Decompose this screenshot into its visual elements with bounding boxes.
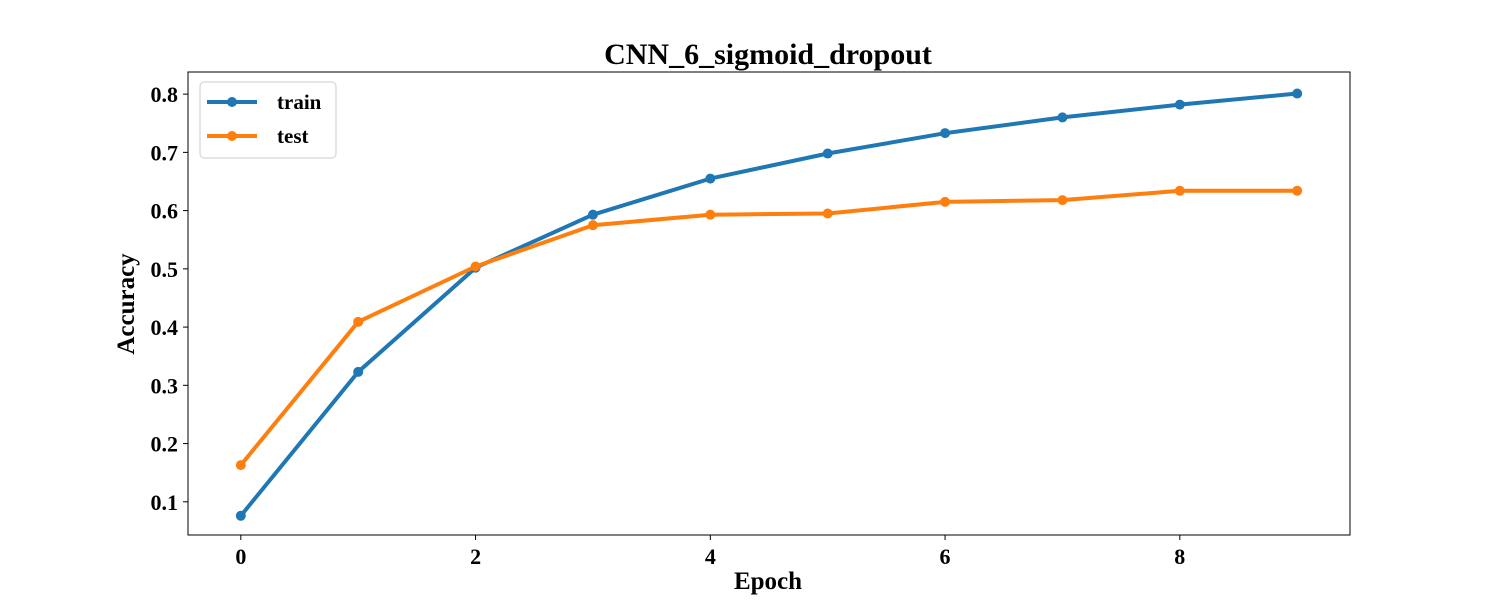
data-point-train — [822, 148, 833, 159]
plot-frame — [187, 71, 1351, 536]
legend-label-test: test — [277, 124, 308, 148]
data-point-test — [1057, 195, 1068, 206]
x-tick-label: 6 — [940, 544, 951, 569]
y-tick-label: 0.1 — [151, 490, 179, 515]
data-point-test — [822, 208, 833, 219]
y-tick-label: 0.5 — [151, 257, 179, 282]
data-point-train — [1057, 112, 1068, 123]
y-tick-label: 0.2 — [151, 432, 179, 457]
data-point-train — [1292, 88, 1303, 99]
x-tick-label: 2 — [470, 544, 481, 569]
y-tick-label: 0.3 — [151, 373, 179, 398]
data-point-test — [940, 196, 951, 207]
x-tick-label: 4 — [705, 544, 716, 569]
data-point-test — [470, 261, 481, 272]
chart-title: CNN_6_sigmoid_dropout — [604, 38, 932, 71]
y-tick-label: 0.6 — [151, 199, 179, 224]
legend-label-train: train — [277, 90, 322, 114]
y-tick-label: 0.8 — [151, 82, 179, 107]
legend: train test — [199, 81, 337, 159]
data-point-train — [353, 366, 364, 377]
series-line-train — [239, 91, 1298, 518]
y-tick-label: 0.4 — [151, 315, 179, 340]
data-point-test — [587, 220, 598, 231]
data-point-test — [705, 209, 716, 220]
series-line-test — [239, 188, 1298, 467]
data-point-train — [1174, 99, 1185, 110]
data-point-test — [353, 316, 364, 327]
data-point-test — [235, 460, 246, 471]
legend-swatch-marker-test — [227, 131, 237, 141]
y-axis-title: Accuracy — [113, 253, 140, 355]
data-point-train — [587, 209, 598, 220]
data-point-train — [940, 128, 951, 139]
data-point-test — [1174, 185, 1185, 196]
x-axis-title: Epoch — [734, 568, 802, 595]
data-point-train — [705, 173, 716, 184]
data-point-test — [1292, 185, 1303, 196]
x-tick-label: 0 — [235, 544, 246, 569]
y-tick-label: 0.7 — [151, 140, 179, 165]
plot-area: 0 2 4 6 8 0.1 0.2 0.3 0.4 0.5 0.6 0.7 0.8 — [151, 71, 1351, 569]
legend-swatch-marker-train — [227, 97, 237, 107]
data-point-train — [235, 510, 246, 521]
x-tick-label: 8 — [1174, 544, 1185, 569]
